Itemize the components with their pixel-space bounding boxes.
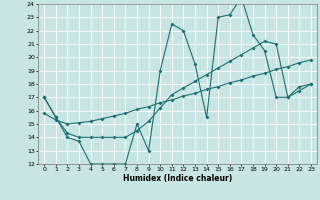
X-axis label: Humidex (Indice chaleur): Humidex (Indice chaleur) <box>123 174 232 183</box>
